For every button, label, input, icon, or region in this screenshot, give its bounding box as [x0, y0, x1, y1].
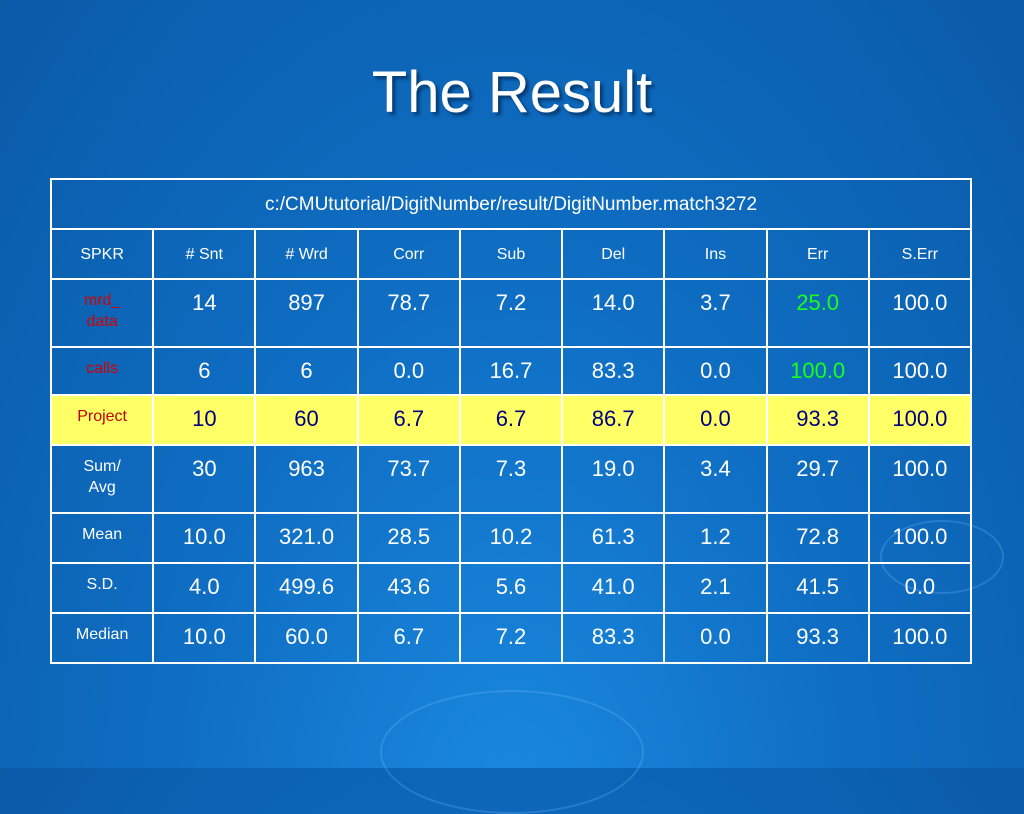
table-cell: 100.0	[765, 346, 870, 396]
table-cell: 499.6	[254, 562, 359, 614]
row-label: S.D.	[49, 562, 155, 614]
header-cell: Sub	[458, 228, 564, 280]
header-cell: # Wrd	[254, 228, 359, 280]
table-cell: 14.0	[561, 278, 666, 348]
result-table: c:/CMUtutorial/DigitNumber/result/DigitN…	[49, 178, 973, 664]
table-cell: 10.2	[458, 512, 564, 564]
header-cell: # Snt	[152, 228, 257, 280]
row-label: Project	[49, 394, 155, 446]
table-row: mrd_ data 14 897 78.7 7.2 14.0 3.7 25.0 100.0	[49, 278, 973, 348]
table-row: Mean 10.0 321.0 28.5 10.2 61.3 1.2 72.8 100.0	[49, 512, 973, 564]
table-cell: 93.3	[765, 612, 870, 664]
table-cell: 321.0	[254, 512, 359, 564]
table-cell: 72.8	[765, 512, 870, 564]
table-cell: 30	[152, 444, 257, 514]
table-cell: 4.0	[152, 562, 257, 614]
table-cell: 78.7	[356, 278, 461, 348]
header-cell: Ins	[663, 228, 768, 280]
table-cell: 5.6	[458, 562, 564, 614]
table-cell: 7.3	[458, 444, 564, 514]
table-cell: 41.5	[765, 562, 870, 614]
table-row: Project 10 60 6.7 6.7 86.7 0.0 93.3 100.0	[49, 394, 973, 446]
table-cell: 29.7	[765, 444, 870, 514]
table-cell: 28.5	[356, 512, 461, 564]
table-row: Median 10.0 60.0 6.7 7.2 83.3 0.0 93.3 100.0	[49, 612, 973, 664]
caption-row: c:/CMUtutorial/DigitNumber/result/DigitN…	[50, 178, 972, 230]
table-cell: 6.7	[356, 394, 461, 446]
table-cell: 0.0	[663, 394, 768, 446]
slide-title: The Result	[371, 60, 653, 125]
table-cell: 100.0	[867, 512, 973, 564]
table-cell: 83.3	[561, 346, 666, 396]
table-cell: 25.0	[765, 278, 870, 348]
table-cell: 0.0	[867, 562, 973, 614]
table-cell: 19.0	[561, 444, 666, 514]
table-cell: 86.7	[561, 394, 666, 446]
table-cell: 100.0	[867, 444, 973, 514]
table-cell: 6.7	[458, 394, 564, 446]
table-cell: 6	[254, 346, 359, 396]
table-cell: 2.1	[663, 562, 768, 614]
table-cell: 93.3	[765, 394, 870, 446]
table-cell: 60.0	[254, 612, 359, 664]
table-cell: 6.7	[356, 612, 461, 664]
decoration	[380, 690, 644, 814]
table-cell: 0.0	[356, 346, 461, 396]
table-cell: 7.2	[458, 278, 564, 348]
table-row: calls 6 6 0.0 16.7 83.3 0.0 100.0 100.0	[49, 346, 973, 396]
table-cell: 7.2	[458, 612, 564, 664]
table-cell: 100.0	[867, 612, 973, 664]
table-cell: 61.3	[561, 512, 666, 564]
header-cell: S.Err	[867, 228, 973, 280]
table-cell: 897	[254, 278, 359, 348]
table-cell: 963	[254, 444, 359, 514]
table-cell: 43.6	[356, 562, 461, 614]
table-cell: 100.0	[867, 394, 973, 446]
table-cell: 83.3	[561, 612, 666, 664]
header-cell: Corr	[356, 228, 461, 280]
table-cell: 0.0	[663, 346, 768, 396]
table-cell: 10.0	[152, 512, 257, 564]
table-cell: 73.7	[356, 444, 461, 514]
row-label: mrd_ data	[49, 278, 155, 348]
header-cell: SPKR	[49, 228, 155, 280]
table-cell: 6	[152, 346, 257, 396]
table-cell: 41.0	[561, 562, 666, 614]
row-label: calls	[49, 346, 155, 396]
table-cell: 3.4	[663, 444, 768, 514]
table-cell: 14	[152, 278, 257, 348]
row-label: Median	[49, 612, 155, 664]
table-cell: 100.0	[867, 346, 973, 396]
row-label: Sum/ Avg	[49, 444, 155, 514]
header-row: SPKR # Snt # Wrd Corr Sub Del Ins Err S.Err	[49, 228, 973, 280]
header-cell: Del	[561, 228, 666, 280]
table-row: Sum/ Avg 30 963 73.7 7.3 19.0 3.4 29.7 100.0	[49, 444, 973, 514]
table-cell: 100.0	[867, 278, 973, 348]
table-row: S.D. 4.0 499.6 43.6 5.6 41.0 2.1 41.5 0.0	[49, 562, 973, 614]
table-cell: 16.7	[458, 346, 564, 396]
table-cell: 10	[152, 394, 257, 446]
table-cell: 1.2	[663, 512, 768, 564]
table-caption: c:/CMUtutorial/DigitNumber/result/DigitN…	[50, 178, 972, 230]
header-cell: Err	[765, 228, 870, 280]
table-cell: 3.7	[663, 278, 768, 348]
table-cell: 60	[254, 394, 359, 446]
table-cell: 10.0	[152, 612, 257, 664]
row-label: Mean	[49, 512, 155, 564]
table-cell: 0.0	[663, 612, 768, 664]
